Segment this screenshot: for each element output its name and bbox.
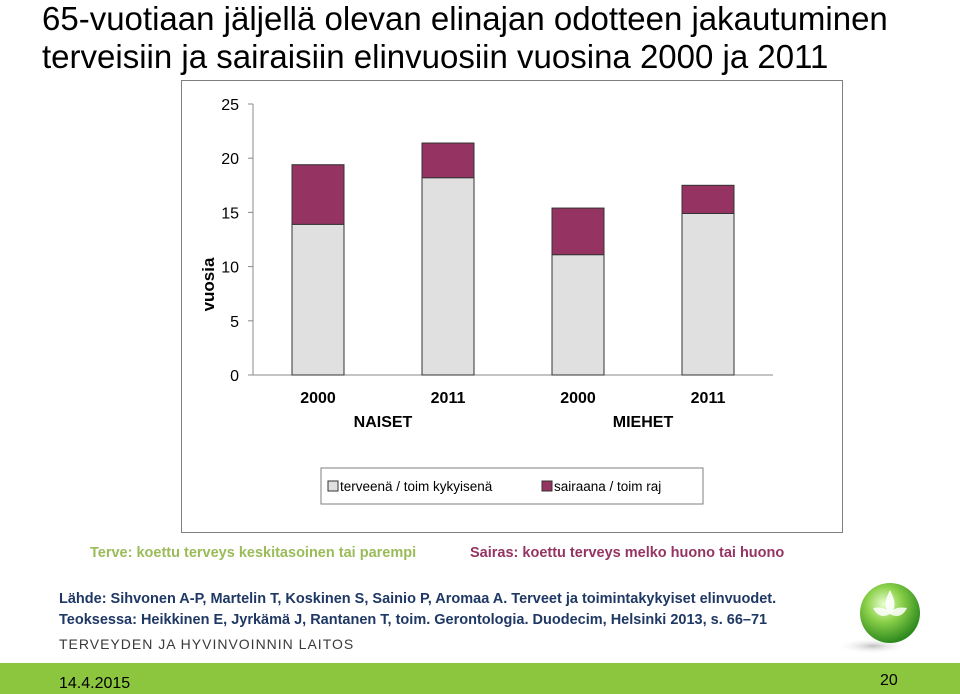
bar-segment-sick	[291, 164, 345, 225]
x-group-label: NAISET	[354, 414, 413, 431]
thl-green-sphere-logo-icon	[837, 583, 920, 654]
legend-label-sick: sairaana / toim raj	[554, 479, 661, 494]
healthy-definition-note: Terve: koettu terveys keskitasoinen tai …	[90, 545, 417, 561]
footer-date: 14.4.2015	[59, 675, 131, 692]
page-number: 20	[880, 672, 898, 689]
source-line-2: Teoksessa: Heikkinen E, Jyrkämä J, Ranta…	[59, 612, 768, 628]
source-line-1: Lähde: Sihvonen A-P, Martelin T, Koskine…	[59, 591, 777, 607]
bar-segment-healthy	[291, 223, 345, 376]
organization-name: TERVEYDEN JA HYVINVOINNIN LAITOS	[59, 636, 355, 652]
legend-label-healthy: terveenä / toim kykyisenä	[340, 479, 493, 494]
title-line-2: terveisiin ja sairaisiin elinvuosiin vuo…	[42, 38, 829, 75]
bar-segment-healthy	[551, 254, 605, 376]
y-tick-label: 25	[221, 97, 239, 114]
legend-swatch-healthy	[327, 480, 339, 492]
source-citation: Lähde: Sihvonen A-P, Martelin T, Koskine…	[59, 589, 776, 631]
y-axis-title: vuosia	[199, 257, 218, 311]
x-tick-label: 2011	[431, 390, 466, 407]
stacked-bar-chart: 0 5 10 15 20 25 vuosia 2000 2011 2000 2011 NAISET MI…	[199, 97, 773, 505]
x-tick-label: 2000	[560, 390, 596, 407]
x-group-label: MIEHET	[613, 414, 674, 431]
title-line-1: 65-vuotiaan jäljellä olevan elinajan odo…	[42, 0, 888, 37]
footer-bar	[0, 663, 960, 694]
x-tick-label: 2011	[691, 390, 726, 407]
y-tick-label: 20	[221, 151, 239, 168]
legend-swatch-sick	[541, 480, 553, 492]
bar-segment-healthy	[421, 177, 475, 376]
y-tick-label: 15	[221, 205, 239, 222]
legend-box	[320, 467, 704, 505]
bar-segment-sick	[551, 207, 605, 256]
y-tick-label: 0	[230, 368, 239, 385]
y-tick-label: 10	[221, 260, 239, 277]
bar-segment-sick	[681, 184, 735, 214]
x-tick-label: 2000	[300, 390, 336, 407]
bar-segment-healthy	[681, 212, 735, 376]
bar-segment-sick	[421, 142, 475, 179]
sick-definition-note: Sairas: koettu terveys melko huono tai h…	[470, 545, 785, 561]
y-tick-label: 5	[230, 314, 239, 331]
slide-title: 65-vuotiaan jäljellä olevan elinajan odo…	[42, 0, 942, 76]
